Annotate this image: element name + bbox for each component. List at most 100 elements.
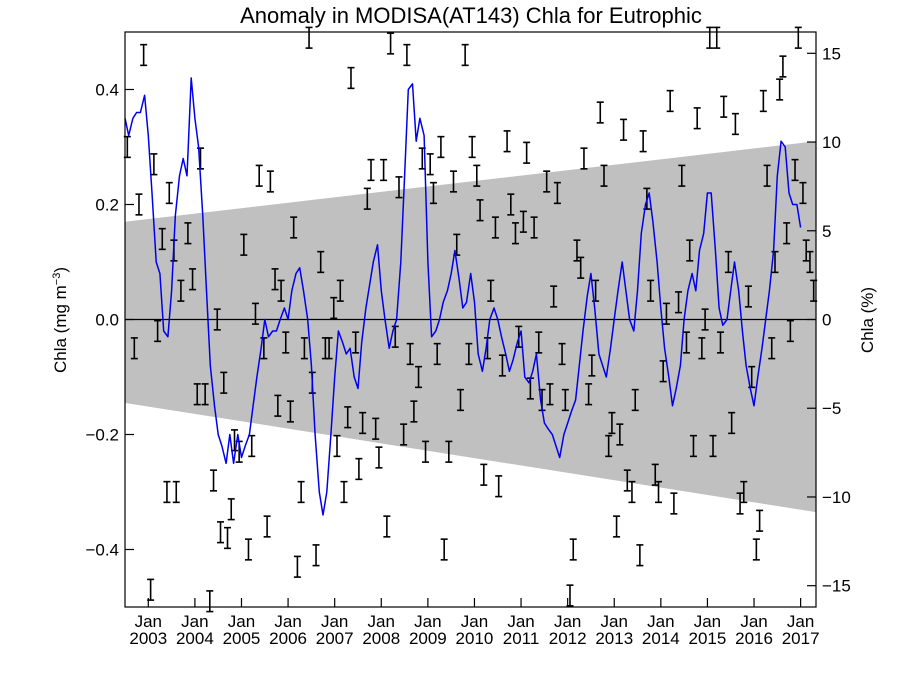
- error-bar: [277, 279, 285, 302]
- error-bar: [771, 250, 779, 274]
- error-bar: [740, 480, 748, 504]
- error-bar: [713, 26, 721, 49]
- error-bar: [550, 285, 558, 308]
- error-bar: [580, 147, 588, 170]
- error-bar: [244, 538, 252, 561]
- error-bar: [636, 544, 644, 567]
- error-bar: [573, 239, 581, 262]
- error-bar: [206, 590, 214, 613]
- error-bar: [670, 492, 678, 515]
- error-bar: [519, 210, 527, 233]
- error-bar: [248, 434, 256, 458]
- error-bar: [701, 308, 709, 331]
- error-bar: [271, 268, 279, 291]
- error-bar: [756, 509, 764, 532]
- error-bar: [426, 153, 434, 176]
- error-bar: [744, 285, 752, 308]
- confidence-band: [125, 141, 816, 513]
- error-bar: [647, 279, 655, 302]
- left-tick-label: −0.2: [85, 426, 119, 445]
- error-bar: [662, 302, 670, 325]
- error-bar: [706, 26, 714, 49]
- right-tick-label: −10: [822, 488, 851, 507]
- error-bar: [140, 43, 148, 67]
- error-bar: [783, 222, 791, 245]
- error-bar: [608, 411, 616, 435]
- error-bar: [260, 337, 268, 360]
- error-bar: [290, 216, 298, 239]
- error-bar: [655, 480, 663, 504]
- error-bar: [588, 354, 596, 377]
- error-bar: [623, 469, 631, 492]
- x-tick-year-label: 2005: [223, 629, 261, 648]
- error-bar: [347, 66, 355, 90]
- left-tick-label: −0.4: [85, 541, 119, 560]
- x-tick-month-label: Jan: [414, 612, 441, 631]
- error-bar: [147, 578, 155, 601]
- error-bar: [391, 325, 399, 348]
- error-bar: [375, 446, 383, 469]
- x-tick-month-label: Jan: [321, 612, 348, 631]
- left-axis-title-text: Chla (mg m: [51, 285, 70, 373]
- error-bar: [240, 233, 248, 256]
- error-bar: [266, 170, 274, 193]
- error-bar: [666, 89, 674, 113]
- error-bar: [720, 95, 728, 118]
- error-bar: [456, 388, 464, 412]
- error-bar: [806, 250, 814, 274]
- x-tick-year-label: 2004: [176, 629, 214, 648]
- right-tick-label: 10: [822, 133, 841, 152]
- error-bar: [305, 26, 313, 49]
- error-bar: [639, 130, 647, 153]
- error-bar: [768, 337, 776, 360]
- error-bar: [293, 555, 301, 578]
- error-bar: [352, 331, 360, 354]
- x-tick-year-label: 2009: [409, 629, 447, 648]
- error-bar: [449, 170, 457, 193]
- x-tick-month-label: Jan: [181, 612, 208, 631]
- error-bar: [596, 101, 604, 124]
- error-bar: [415, 365, 423, 389]
- error-bar: [620, 118, 628, 141]
- error-bar: [445, 440, 453, 463]
- error-bar: [210, 469, 218, 492]
- error-bar: [184, 222, 192, 245]
- error-bar: [468, 135, 476, 159]
- x-tick-month-label: Jan: [601, 612, 628, 631]
- error-bar: [363, 187, 371, 210]
- error-bar: [213, 308, 221, 331]
- left-axis-title-close: ): [51, 267, 70, 273]
- error-bar: [786, 319, 794, 343]
- error-bar: [406, 342, 414, 366]
- error-bar: [395, 176, 403, 199]
- error-bar: [227, 498, 235, 521]
- left-tick-label: 0.0: [95, 311, 119, 330]
- error-bar: [217, 521, 225, 544]
- error-bar: [433, 342, 441, 366]
- x-tick-month-label: Jan: [787, 612, 814, 631]
- x-tick-year-label: 2015: [689, 629, 727, 648]
- error-bar: [779, 55, 787, 78]
- error-bar: [728, 411, 736, 435]
- chart-title: Anomaly in MODISA(AT143) Chla for Eutrop…: [240, 3, 702, 28]
- error-bar: [487, 279, 495, 302]
- x-tick-month-label: Jan: [554, 612, 581, 631]
- left-tick-label: 0.4: [95, 81, 119, 100]
- error-bar: [759, 89, 767, 113]
- error-bar: [709, 434, 717, 458]
- error-bar: [372, 417, 380, 440]
- right-tick-label: 15: [822, 44, 841, 63]
- error-bar: [495, 475, 503, 498]
- error-bar: [480, 463, 488, 486]
- error-bar: [776, 78, 784, 101]
- error-bar: [461, 43, 469, 67]
- x-tick-year-label: 2010: [456, 629, 494, 648]
- x-tick-year-label: 2007: [316, 629, 354, 648]
- x-tick-year-label: 2011: [503, 629, 540, 648]
- error-bar: [355, 457, 363, 481]
- error-bar: [678, 164, 686, 187]
- error-bar: [317, 250, 325, 274]
- error-bar: [569, 538, 577, 561]
- error-bar: [511, 222, 519, 245]
